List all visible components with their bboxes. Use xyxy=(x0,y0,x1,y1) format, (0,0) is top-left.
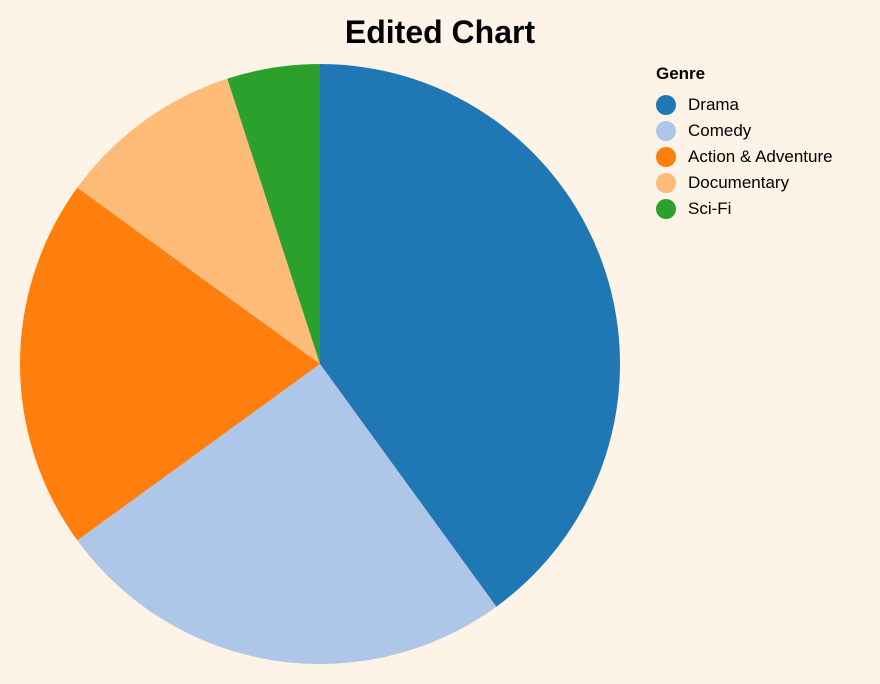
pie-slice-drama xyxy=(320,64,621,607)
pie-slice-documentary xyxy=(77,78,320,365)
legend-swatch-action-adventure xyxy=(656,147,676,167)
pie-slice-action-adventure xyxy=(19,187,321,541)
legend-swatch-documentary xyxy=(656,173,676,193)
chart-title: Edited Chart xyxy=(344,14,536,50)
legend-item-drama: Drama xyxy=(656,92,833,118)
legend-item-comedy: Comedy xyxy=(656,118,833,144)
legend-items: Drama Comedy Action & Adventure Documentary… xyxy=(656,92,833,222)
legend-label-sci-fi: Sci-Fi xyxy=(688,199,732,218)
pie-slices xyxy=(19,64,621,665)
legend-label-drama: Drama xyxy=(688,95,740,114)
legend-swatch-comedy xyxy=(656,121,676,141)
pie-slice-comedy xyxy=(77,364,497,665)
legend-item-documentary: Documentary xyxy=(656,170,833,196)
legend-swatch-drama xyxy=(656,95,676,115)
pie-slice-sci-fi xyxy=(227,64,320,364)
legend: Genre Drama Comedy Action & Adventure Docum… xyxy=(656,64,833,222)
legend-item-action-adventure: Action & Adventure xyxy=(656,144,833,170)
legend-swatch-sci-fi xyxy=(656,199,676,219)
legend-item-sci-fi: Sci-Fi xyxy=(656,196,833,222)
legend-label-documentary: Documentary xyxy=(688,173,790,192)
legend-title: Genre xyxy=(656,64,706,83)
legend-label-action-adventure: Action & Adventure xyxy=(688,147,833,166)
legend-label-comedy: Comedy xyxy=(688,121,752,140)
